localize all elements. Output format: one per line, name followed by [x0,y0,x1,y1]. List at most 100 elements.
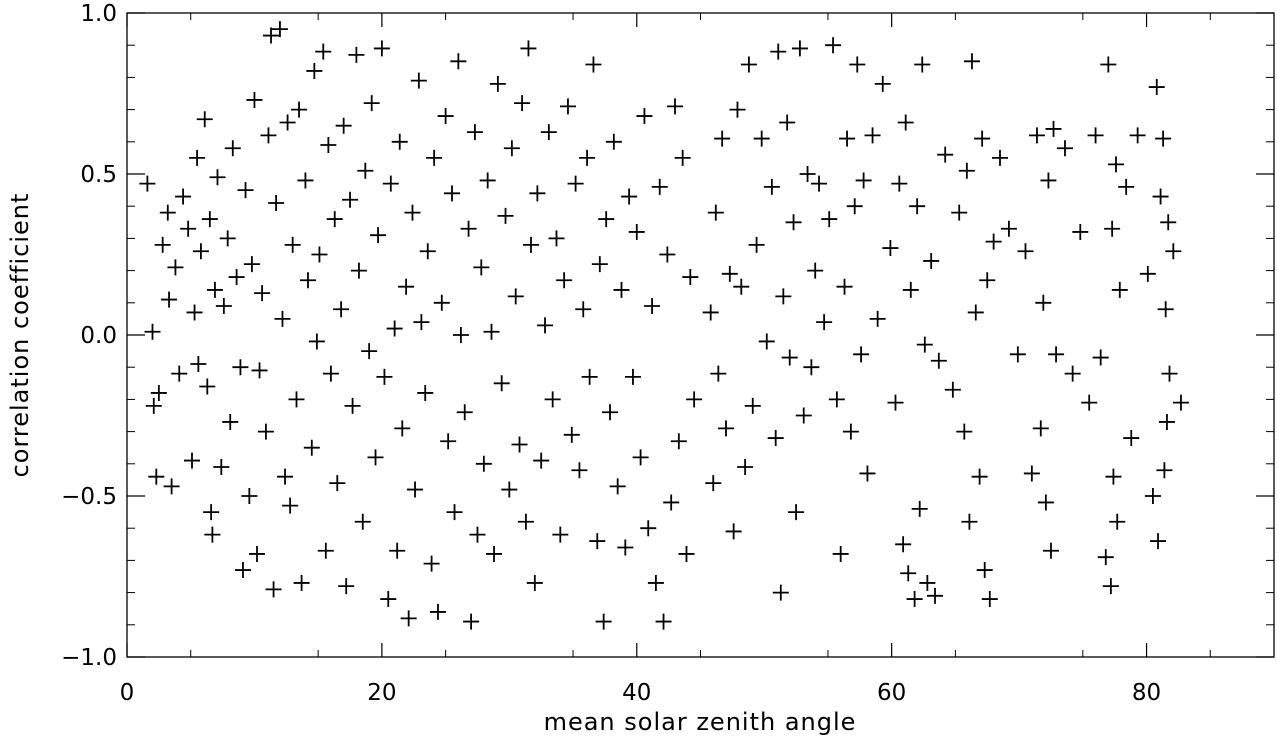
data-point [320,137,337,154]
data-point [203,504,220,521]
data-point [192,243,209,260]
data-point [961,513,978,530]
data-point [329,475,346,492]
data-point [183,452,200,469]
tick-labels: 0 20 40 60 80 −1.0 −0.5 0.0 0.5 1.0 [61,1,1161,706]
data-point [595,613,612,630]
data-point [171,365,188,382]
data-point [864,127,881,144]
data-point [1158,413,1175,430]
data-point [315,43,332,60]
data-point [190,355,207,372]
data-point [971,468,988,485]
data-point [1118,178,1135,195]
data-point [367,449,384,466]
data-point [260,127,277,144]
data-point [571,462,588,479]
data-point [159,204,176,221]
data-point [710,365,727,382]
data-point [1048,346,1065,363]
data-point [293,574,310,591]
data-point [1028,127,1045,144]
data-point [413,314,430,331]
data-point [853,346,870,363]
data-point [674,149,691,166]
data-point [533,452,550,469]
data-point [1040,172,1057,189]
data-point [589,533,606,550]
data-point [548,230,565,247]
data-point [640,520,657,537]
data-point [469,526,486,543]
data-point [1144,488,1161,504]
data-point [891,175,908,192]
data-point [788,504,805,521]
data-point [1172,394,1189,411]
data-point [537,317,554,334]
data-point [748,236,765,253]
data-point [299,272,316,289]
data-point [263,27,280,44]
data-point [767,430,784,447]
data-point [591,256,608,273]
data-point [520,40,537,57]
data-point [224,140,241,157]
data-point [763,178,780,195]
data-point [617,539,634,556]
data-point [426,149,443,166]
data-point [1165,243,1182,260]
data-point [799,166,816,182]
data-point [473,259,490,276]
data-point [163,478,180,495]
data-point [228,269,245,286]
data-point [887,394,904,411]
data-point [443,185,460,202]
data-point [567,175,584,192]
data-point [186,304,203,321]
data-point [344,397,361,414]
data-point [154,236,171,253]
data-point [382,175,399,192]
data-point [900,565,917,582]
data-point [1035,294,1052,311]
data-point [284,236,301,253]
data-point [636,108,653,125]
data-point [1105,468,1122,485]
data-point [429,603,446,620]
data-point [450,53,467,70]
data-point [686,391,703,408]
data-point [821,211,838,228]
data-point [544,391,561,408]
data-point [621,188,638,205]
data-point [394,420,411,437]
data-point [1111,281,1128,298]
data-point [222,413,239,430]
data-point [963,53,980,70]
data-point [338,578,355,595]
data-point [655,613,672,630]
data-point [361,343,378,360]
data-point [914,56,931,73]
data-point [241,488,258,504]
x-tick-label: 80 [1132,680,1161,706]
data-point [282,497,299,514]
data-point [306,62,323,79]
data-point [1157,301,1174,318]
data-point [370,227,387,244]
data-point [605,133,622,150]
data-point [974,130,991,147]
data-point [483,323,500,340]
x-tick-label: 40 [622,680,651,706]
data-point [475,455,492,472]
data-point [1109,513,1126,530]
data-point [981,591,998,608]
data-point [446,504,463,521]
data-point [855,172,872,189]
data-point [923,252,940,269]
data-point [976,562,993,579]
data-point [552,526,569,543]
data-point [559,98,576,115]
data-point [1152,188,1169,205]
data-point [717,420,734,437]
data-point [180,220,197,237]
